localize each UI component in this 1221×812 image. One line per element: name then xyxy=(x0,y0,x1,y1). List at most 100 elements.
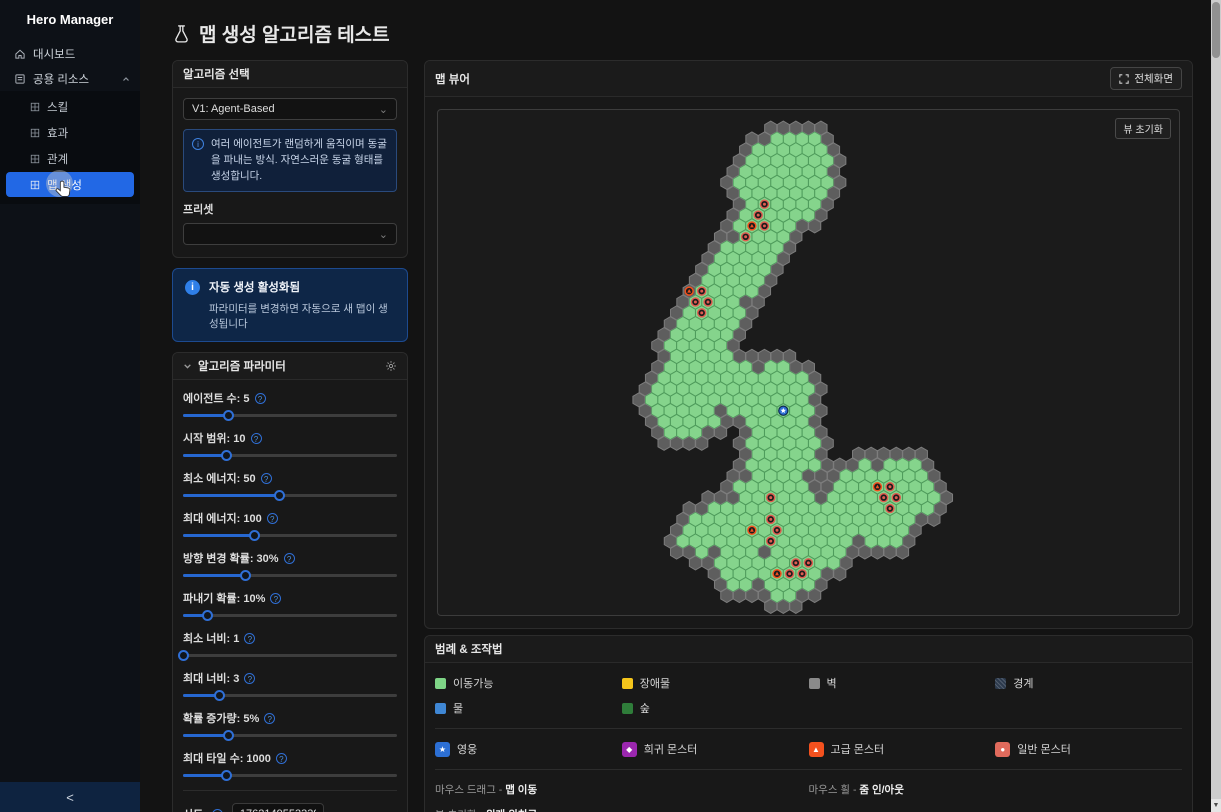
slider-track[interactable] xyxy=(183,490,397,502)
scrollbar-thumb[interactable] xyxy=(1212,2,1220,58)
slider-thumb[interactable] xyxy=(178,650,189,662)
floor-hex xyxy=(764,142,778,158)
normal-monster-marker xyxy=(797,569,807,579)
floor-hex xyxy=(670,370,684,386)
slider-track[interactable] xyxy=(183,610,397,622)
floor-hex xyxy=(858,501,872,516)
slider-thumb[interactable] xyxy=(248,530,260,542)
help-icon: ? xyxy=(264,712,276,724)
sidebar: Hero Manager 대시보드 공용 리소스 스킬 효과 관계 xyxy=(0,0,140,812)
page-scrollbar[interactable]: ▼ xyxy=(1211,0,1221,812)
slider-thumb[interactable] xyxy=(274,490,286,502)
floor-hex xyxy=(739,511,753,527)
map-canvas[interactable]: 뷰 초기화 xyxy=(437,109,1180,616)
slider-track[interactable] xyxy=(183,570,397,582)
sidebar-item-label: 스킬 xyxy=(47,101,69,114)
floor-hex xyxy=(726,294,740,310)
sidebar-item-relations[interactable]: 관계 xyxy=(6,146,134,171)
floor-hex xyxy=(657,370,671,386)
slider-fill xyxy=(183,614,207,618)
floor-hex xyxy=(751,381,765,397)
floor-hex xyxy=(764,446,778,462)
normal-monster-marker xyxy=(891,492,901,503)
slider-thumb[interactable] xyxy=(222,410,234,422)
wall-hex xyxy=(682,500,696,517)
algorithm-dropdown[interactable]: V1: Agent-Based ⌄ xyxy=(183,98,397,120)
floor-hex xyxy=(739,207,753,223)
floor-hex xyxy=(801,207,815,223)
slider-thumb[interactable] xyxy=(220,770,232,782)
floor-hex xyxy=(707,392,721,408)
sidebar-item-label: 효과 xyxy=(47,127,69,140)
sidebar-item-skills[interactable]: 스킬 xyxy=(6,94,134,119)
floor-hex xyxy=(801,403,815,419)
floor-hex xyxy=(783,588,797,603)
floor-hex xyxy=(682,392,696,408)
floor-hex xyxy=(795,370,809,386)
floor-hex xyxy=(720,348,734,364)
parameter-slider: 최대 너비: 3? xyxy=(183,670,397,702)
marker-swatch: ● xyxy=(995,741,1011,757)
seed-input[interactable] xyxy=(231,803,324,812)
floor-hex xyxy=(663,338,677,353)
parameters-panel: 알고리즘 파라미터 에이전트 수: 5? 시작 범위: 10? 최소 에너지: 50… xyxy=(172,352,408,812)
sidebar-item-resources[interactable]: 공용 리소스 xyxy=(0,66,140,91)
elite-monster-marker xyxy=(684,286,694,296)
app-title: Hero Manager xyxy=(26,12,114,27)
floor-hex xyxy=(732,175,746,190)
floor-hex xyxy=(814,185,828,201)
slider-thumb[interactable] xyxy=(222,730,234,742)
legend-label: 희귀 몬스터 xyxy=(643,744,698,756)
slider-track[interactable] xyxy=(183,530,397,542)
gear-icon[interactable] xyxy=(385,360,397,372)
slider-label: 파내기 확률: 10%? xyxy=(183,590,397,606)
floor-hex xyxy=(745,392,759,408)
slider-thumb[interactable] xyxy=(201,610,213,622)
floor-hex xyxy=(783,522,797,538)
floor-hex xyxy=(789,403,803,419)
floor-hex xyxy=(670,327,684,343)
floor-hex xyxy=(739,555,753,571)
list-icon xyxy=(15,73,25,84)
preset-dropdown[interactable]: ⌄ xyxy=(183,223,397,246)
sidebar-item-dashboard[interactable]: 대시보드 xyxy=(0,41,140,66)
slider-track[interactable] xyxy=(178,650,397,662)
sidebar-item-map-generation[interactable]: 맵 생성 xyxy=(6,172,134,197)
banner-title: 자동 생성 활성화됨 xyxy=(209,282,301,295)
floor-hex xyxy=(739,251,753,266)
slider-track[interactable] xyxy=(183,410,397,422)
floor-hex xyxy=(801,511,815,527)
slider-track[interactable] xyxy=(183,770,397,782)
floor-hex xyxy=(764,425,778,440)
floor-hex xyxy=(758,153,771,169)
slider-thumb[interactable] xyxy=(240,570,252,582)
help-icon: ? xyxy=(270,592,282,604)
hex-map[interactable] xyxy=(438,110,1179,615)
parameters-header[interactable]: 알고리즘 파라미터 xyxy=(173,353,407,381)
hero-marker xyxy=(778,405,789,416)
floor-hex xyxy=(776,164,790,180)
reset-view-button[interactable]: 뷰 초기화 xyxy=(1115,118,1171,139)
page-title: 맵 생성 알고리즘 테스트 xyxy=(172,20,1193,47)
floor-hex xyxy=(676,338,690,353)
slider-track[interactable] xyxy=(183,450,397,462)
legend-swatch xyxy=(621,702,633,714)
floor-hex xyxy=(877,533,891,549)
normal-monster-marker xyxy=(885,503,895,514)
legend-label: 물 xyxy=(453,703,464,715)
floor-hex xyxy=(795,196,809,212)
sidebar-collapse-button[interactable]: < xyxy=(0,782,140,812)
slider-thumb[interactable] xyxy=(220,450,232,462)
sidebar-item-effects[interactable]: 효과 xyxy=(6,120,134,145)
slider-thumb[interactable] xyxy=(214,690,226,702)
floor-hex xyxy=(870,501,884,516)
legend-label: 장애물 xyxy=(639,678,671,690)
floor-hex xyxy=(814,555,828,571)
fullscreen-button[interactable]: 전체화면 xyxy=(1110,67,1182,90)
slider-track[interactable] xyxy=(183,730,397,742)
floor-hex xyxy=(839,468,853,484)
floor-hex xyxy=(732,566,746,582)
floor-hex xyxy=(776,381,790,397)
slider-track[interactable] xyxy=(183,690,397,702)
scrollbar-down-arrow[interactable]: ▼ xyxy=(1211,799,1221,812)
